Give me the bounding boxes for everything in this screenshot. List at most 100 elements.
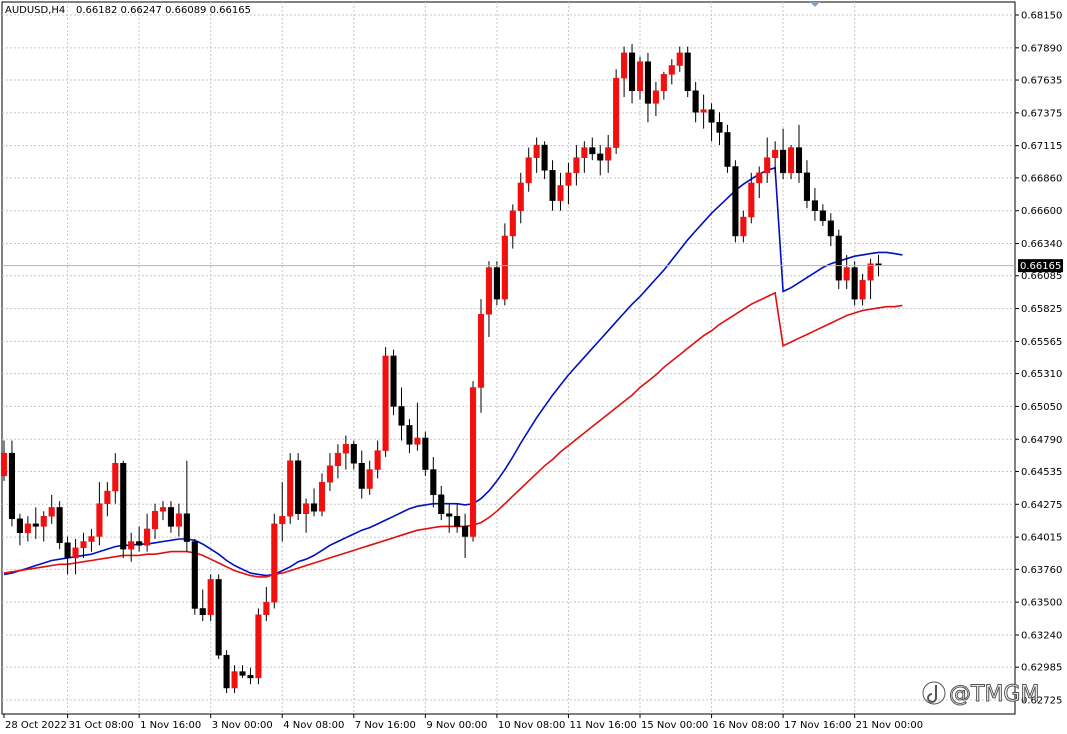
candle — [350, 440, 357, 470]
bull-candle-body — [509, 210, 516, 237]
candle — [525, 147, 532, 192]
x-tick-label: 1 Nov 16:00 — [140, 720, 201, 731]
bull-candle-body — [414, 437, 421, 445]
y-tick-label: 0.67635 — [1021, 76, 1062, 87]
candle — [581, 141, 588, 173]
candle — [271, 513, 278, 609]
bull-candle-body — [613, 77, 620, 148]
candle — [80, 532, 87, 558]
candle — [509, 204, 516, 249]
candle — [819, 204, 826, 226]
candle — [533, 137, 540, 173]
bear-candle-body — [430, 469, 437, 496]
candle — [342, 435, 349, 470]
y-tick-label: 0.64535 — [1021, 467, 1062, 478]
candle — [96, 482, 103, 546]
x-tick-label: 21 Nov 00:00 — [856, 720, 923, 731]
y-tick-label: 0.64275 — [1021, 500, 1062, 511]
candle — [724, 124, 731, 173]
x-tick-label: 31 Oct 08:00 — [69, 720, 134, 731]
ma-slow-line — [3, 291, 903, 578]
bull-candle-body — [636, 61, 644, 92]
candle — [549, 160, 556, 211]
bull-candle-body — [668, 65, 675, 75]
candle — [621, 46, 628, 98]
bull-candle-body — [700, 109, 707, 113]
bull-candle-body — [748, 182, 755, 218]
bear-candle-body — [64, 542, 71, 559]
current-price-label-bg — [1018, 259, 1063, 273]
bear-candle-body — [724, 132, 731, 167]
bear-candle-body — [438, 494, 445, 515]
bear-candle-body — [835, 235, 842, 281]
candle — [128, 532, 135, 562]
candle — [120, 460, 127, 558]
bear-candle-body — [851, 267, 858, 300]
bear-candle-body — [398, 406, 405, 426]
candle — [454, 503, 461, 533]
candle — [613, 69, 620, 154]
candle — [414, 402, 421, 451]
candle — [748, 172, 755, 224]
candle — [676, 46, 683, 72]
y-tick-label: 0.62985 — [1021, 663, 1062, 674]
candle — [859, 273, 866, 306]
bear-candle-body — [239, 671, 246, 676]
y-tick-label: 0.67375 — [1021, 108, 1062, 119]
candle — [788, 145, 795, 180]
bull-candle-body — [788, 147, 795, 174]
bull-candle-body — [374, 450, 381, 470]
bear-candle-body — [167, 507, 174, 527]
candle — [136, 526, 143, 552]
bear-candle-body — [811, 200, 818, 211]
candle — [104, 482, 111, 517]
y-tick-label: 0.68150 — [1021, 11, 1062, 22]
candle — [183, 460, 190, 552]
bull-candle-body — [501, 235, 508, 300]
bear-candle-body — [358, 462, 365, 489]
time-axis[interactable]: 28 Oct 2022 31 Oct 08:00 1 Nov 16:00 3 Nov … — [3, 714, 923, 731]
bull-candle-body — [112, 462, 119, 492]
bear-candle-body — [136, 541, 143, 546]
bear-candle-body — [795, 147, 803, 174]
bull-candle-body — [326, 465, 333, 483]
candle — [565, 162, 572, 205]
bull-candle-body — [660, 74, 667, 92]
candle — [16, 513, 23, 546]
bull-candle-body — [605, 147, 612, 161]
bear-candle-body — [56, 507, 63, 544]
bull-candle-body — [859, 279, 866, 300]
chart-shift-marker-icon[interactable] — [810, 2, 820, 7]
candle — [239, 665, 246, 678]
candle — [652, 81, 659, 117]
bull-candle-body — [525, 157, 532, 184]
bull-candle-body — [80, 541, 87, 549]
bull-candle-body — [366, 469, 373, 489]
candle — [311, 488, 318, 517]
quote-label: 0.66182 0.66247 0.66089 0.66165 — [76, 5, 251, 16]
candle — [112, 453, 119, 504]
bear-candle-body — [629, 52, 636, 92]
bull-candle-body — [382, 355, 389, 451]
candle — [470, 381, 477, 542]
bear-candle-body — [780, 149, 787, 174]
bull-candle-body — [48, 507, 55, 517]
y-tick-label: 0.67115 — [1021, 141, 1062, 152]
y-tick-label: 0.63500 — [1021, 598, 1062, 609]
bull-candle-body — [557, 185, 564, 201]
candle — [382, 347, 389, 457]
y-tick-label: 0.63240 — [1021, 630, 1062, 641]
candle — [390, 349, 397, 416]
y-tick-label: 0.66340 — [1021, 239, 1062, 250]
bear-candle-body — [120, 462, 127, 550]
y-tick-label: 0.62725 — [1021, 696, 1062, 707]
bear-candle-body — [462, 526, 469, 537]
candle — [24, 516, 31, 542]
bull-candle-body — [0, 452, 8, 477]
bull-candle-body — [303, 503, 310, 515]
bull-candle-body — [477, 314, 485, 388]
current-price-line: 0.66165 — [2, 259, 1063, 273]
candle — [660, 71, 667, 100]
price-axis[interactable]: 0.68150 0.67890 0.67635 0.67375 0.67115 0.668… — [1015, 11, 1062, 707]
